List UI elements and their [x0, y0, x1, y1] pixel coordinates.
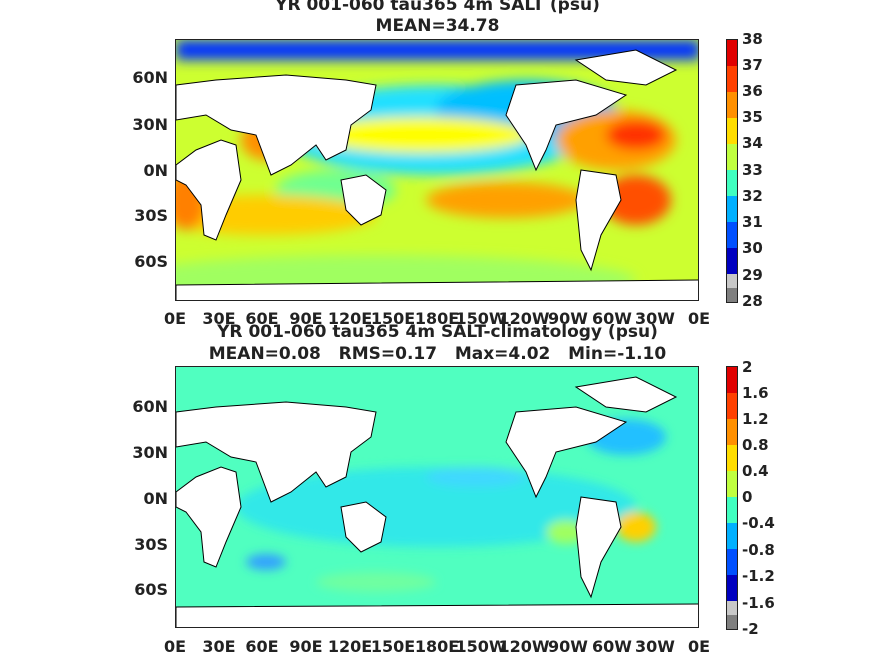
- colorbar-tick-label: 30: [742, 239, 763, 257]
- panel1-title-line1: YR 001-060 tau365 4m SALT (psu): [275, 0, 600, 15]
- lat-label: 30S: [134, 206, 168, 225]
- lon-label: 90W: [548, 309, 588, 328]
- lon-label: 60E: [245, 637, 279, 656]
- lat-label: 30N: [132, 115, 168, 134]
- lon-label: 120W: [498, 309, 550, 328]
- lon-label: 120E: [327, 637, 373, 656]
- colorbar-tick-label: 33: [742, 161, 763, 179]
- lon-label: 90E: [289, 637, 323, 656]
- colorbar-tick-label: 38: [742, 30, 763, 48]
- lon-label: 150W: [455, 309, 507, 328]
- colorbar-tick-label: -2: [742, 620, 759, 638]
- lat-label: 0N: [143, 489, 168, 508]
- lon-label: 60E: [245, 309, 279, 328]
- colorbar-tick-label: 32: [742, 187, 763, 205]
- panel2-title-line1: YR 001-060 tau365 4m SALT-climatology (p…: [217, 322, 658, 342]
- colorbar-tick-label: -0.8: [742, 541, 775, 559]
- colorbar-tick-label: 35: [742, 108, 763, 126]
- colorbar-tick-label: 31: [742, 213, 763, 231]
- lat-label: 60N: [132, 397, 168, 416]
- colorbar-tick-label: -1.6: [742, 594, 775, 612]
- lon-label: 120W: [498, 637, 550, 656]
- lon-label: 60W: [592, 637, 632, 656]
- salinity-anomaly-map: [175, 366, 699, 628]
- colorbar-tick-label: 34: [742, 134, 763, 152]
- lon-label: 120E: [327, 309, 373, 328]
- lon-label: 180E: [414, 637, 460, 656]
- colorbar-tick-label: 0: [742, 488, 753, 506]
- lon-label: 0E: [687, 309, 711, 328]
- lon-label: 30W: [635, 637, 675, 656]
- panel1-title-line2: MEAN=34.78: [375, 16, 500, 36]
- colorbar-tick-label: 1.2: [742, 410, 769, 428]
- colorbar-tick-label: 0.8: [742, 436, 769, 454]
- lat-label: 30N: [132, 443, 168, 462]
- colorbar-tick-label: 28: [742, 292, 763, 310]
- lon-label: 0E: [687, 637, 711, 656]
- lat-label: 30S: [134, 535, 168, 554]
- colorbar-tick-label: -1.2: [742, 567, 775, 585]
- colorbar-tick-label: 2: [742, 358, 753, 376]
- colorbar-tick-label: -0.4: [742, 514, 775, 532]
- colorbar-tick-label: 29: [742, 266, 763, 284]
- colorbar-tick-label: 37: [742, 56, 763, 74]
- lon-label: 30E: [202, 309, 236, 328]
- colorbar-tick-label: 0.4: [742, 462, 769, 480]
- lon-label: 60W: [592, 309, 632, 328]
- lon-label: 150E: [370, 637, 416, 656]
- lat-label: 60S: [134, 580, 168, 599]
- lon-label: 30E: [202, 637, 236, 656]
- lat-label: 60N: [132, 68, 168, 87]
- lon-label: 150E: [370, 309, 416, 328]
- lon-label: 30W: [635, 309, 675, 328]
- lon-label: 180E: [414, 309, 460, 328]
- salinity-map: [175, 39, 699, 301]
- lon-label: 90E: [289, 309, 323, 328]
- lon-label: 90W: [548, 637, 588, 656]
- panel2-title-line2: MEAN=0.08 RMS=0.17 Max=4.02 Min=-1.10: [208, 344, 667, 364]
- lon-label: 0E: [163, 637, 187, 656]
- lon-label: 150W: [455, 637, 507, 656]
- lat-label: 60S: [134, 252, 168, 271]
- colorbar-tick-label: 36: [742, 82, 763, 100]
- panel1-colorbar: [726, 39, 738, 303]
- lon-label: 0E: [163, 309, 187, 328]
- panel2-colorbar: [726, 366, 738, 630]
- lat-label: 0N: [143, 161, 168, 180]
- colorbar-tick-label: 1.6: [742, 384, 769, 402]
